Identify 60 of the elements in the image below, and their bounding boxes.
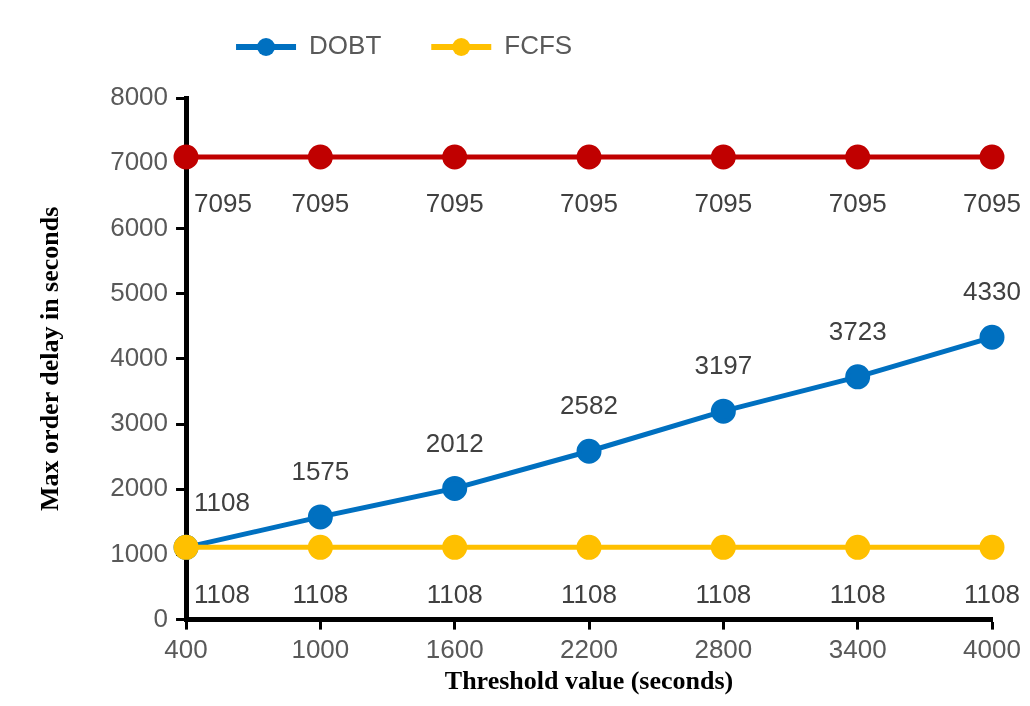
- point: [442, 534, 468, 560]
- point: [979, 534, 1005, 560]
- point: [710, 398, 736, 424]
- y-tick-label: 8000: [110, 81, 169, 112]
- data-label: 1108: [829, 578, 886, 609]
- legend-label: DOBT: [309, 30, 382, 61]
- x-tick-label: 4000: [963, 634, 1021, 665]
- data-label: 7095: [560, 188, 618, 219]
- data-label: 3197: [694, 350, 753, 381]
- data-label: 1108: [964, 578, 1020, 609]
- x-tick-label: 2200: [560, 634, 618, 665]
- y-tick-label: 3000: [110, 407, 169, 438]
- point: [307, 534, 333, 560]
- point: [442, 144, 468, 170]
- point: [845, 534, 871, 560]
- x-tick-label: 400: [164, 634, 208, 665]
- x-axis-title: Threshold value (seconds): [444, 666, 734, 696]
- x-tick-label: 1600: [425, 634, 484, 665]
- data-label: 7095: [694, 188, 753, 219]
- point: [979, 324, 1005, 350]
- y-tick-label: 2000: [110, 472, 169, 503]
- point: [307, 144, 333, 170]
- y-axis-title: Max order delay in seconds: [35, 206, 65, 511]
- data-label: 3723: [828, 316, 887, 347]
- data-label: 1108: [561, 578, 617, 609]
- y-tick-label: 5000: [110, 276, 169, 307]
- data-label: 2012: [425, 427, 484, 458]
- data-label: 1108: [194, 486, 250, 517]
- x-tick-label: 3400: [828, 634, 887, 665]
- x-tick-label: 1000: [291, 634, 350, 665]
- data-label: 7095: [963, 188, 1021, 219]
- point: [845, 364, 871, 390]
- point: [979, 144, 1005, 170]
- point: [442, 475, 468, 501]
- point: [845, 144, 871, 170]
- data-label: 1108: [194, 578, 250, 609]
- data-label: 4330: [963, 276, 1021, 307]
- data-label: 7095: [425, 188, 484, 219]
- y-tick-label: 4000: [110, 341, 169, 372]
- data-label: 1108: [695, 578, 752, 609]
- data-label: 7095: [828, 188, 887, 219]
- point: [173, 144, 199, 170]
- y-tick-label: 1000: [110, 537, 169, 568]
- y-tick-label: 7000: [110, 146, 169, 177]
- data-label: 1575: [291, 456, 350, 487]
- point: [576, 438, 602, 464]
- legend-label: FCFS: [504, 30, 573, 61]
- point: [307, 504, 333, 530]
- data-label: 7095: [291, 188, 350, 219]
- point: [710, 534, 736, 560]
- point: [710, 144, 736, 170]
- data-label: 1108: [292, 578, 349, 609]
- data-label: 2582: [560, 390, 618, 421]
- point: [576, 144, 602, 170]
- point: [576, 534, 602, 560]
- y-tick-label: 6000: [110, 211, 169, 242]
- data-label: 7095: [194, 188, 252, 219]
- x-tick-label: 2800: [694, 634, 753, 665]
- data-label: 1108: [426, 578, 483, 609]
- y-tick-label: 0: [153, 602, 169, 633]
